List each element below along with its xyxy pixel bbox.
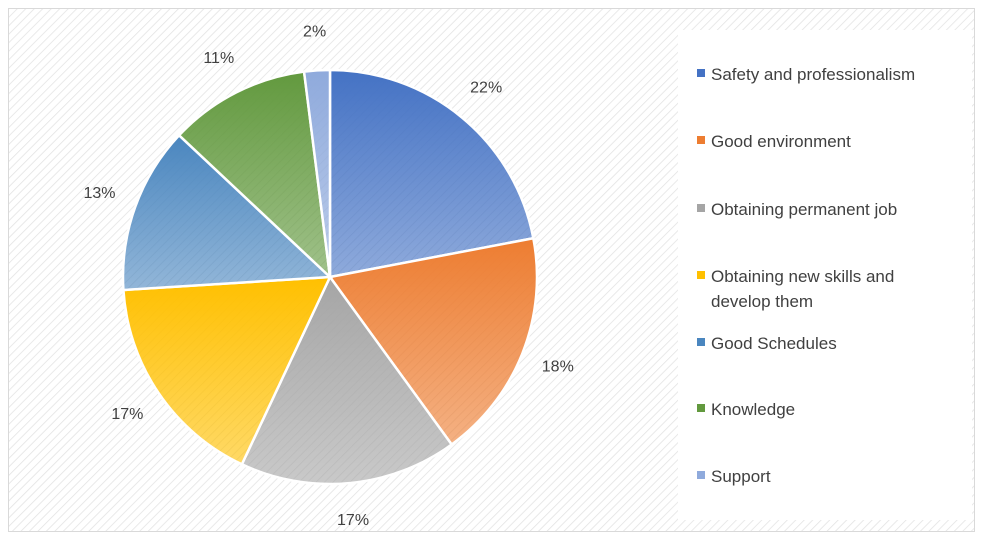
legend-label: Safety and professionalism: [711, 65, 916, 84]
legend-item: Knowledge: [697, 397, 957, 422]
legend-item: Obtaining permanent job: [697, 197, 957, 222]
legend-item: Good environment: [697, 129, 957, 154]
pie-slice: [121, 133, 333, 292]
legend-swatch: [697, 136, 705, 144]
data-label: 11%: [203, 50, 234, 67]
pie-slice: [302, 68, 332, 278]
legend-label: Knowledge: [711, 400, 796, 419]
data-label: 22%: [470, 79, 502, 96]
data-label: 2%: [303, 24, 326, 41]
legend-label: Good environment: [711, 132, 851, 151]
legend-label: Obtaining permanent job: [711, 200, 898, 219]
legend-item: Support: [697, 464, 957, 489]
legend-item: Good Schedules: [697, 331, 957, 356]
pie-slice: [327, 236, 539, 447]
data-label: 17%: [337, 512, 369, 529]
pie-slice: [240, 274, 454, 486]
pie-slice: [177, 70, 332, 281]
legend-swatch: [697, 471, 705, 479]
legend-swatch: [697, 271, 705, 279]
legend-box: [678, 30, 972, 520]
legend-item: Safety and professionalism: [697, 62, 957, 87]
legend-item: Obtaining new skills and develop them: [697, 264, 957, 314]
legend-label: Obtaining new skills and develop them: [711, 267, 895, 311]
pie-slice: [328, 68, 535, 279]
legend-label: Good Schedules: [711, 334, 837, 353]
data-label: 18%: [542, 358, 574, 375]
legend-swatch: [697, 338, 705, 346]
data-label: 17%: [111, 406, 143, 423]
legend-swatch: [697, 204, 705, 212]
legend-swatch: [697, 69, 705, 77]
pie-slice: [122, 275, 333, 466]
legend-swatch: [697, 404, 705, 412]
legend-label: Support: [711, 467, 771, 486]
data-label: 13%: [83, 185, 115, 202]
